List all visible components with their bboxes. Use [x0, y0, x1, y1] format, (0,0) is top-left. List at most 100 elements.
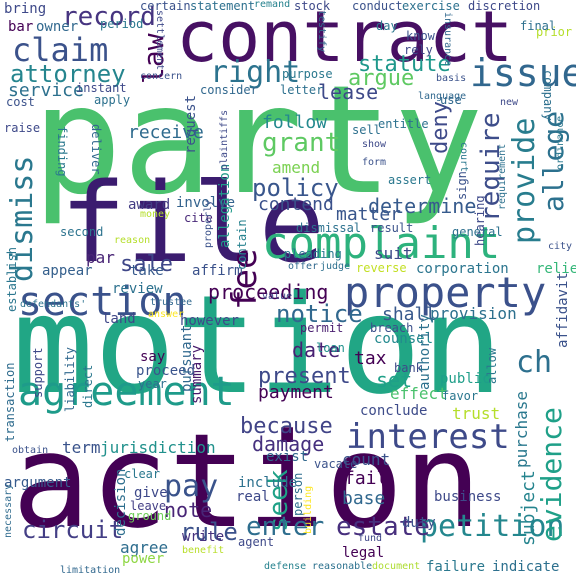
- word: necessary: [3, 483, 14, 538]
- word: section: [18, 279, 187, 325]
- word: proceed: [136, 363, 196, 379]
- word: enter: [246, 512, 325, 542]
- word: language: [418, 91, 467, 102]
- word: affirm: [192, 263, 243, 279]
- word: note: [164, 498, 213, 522]
- word: cite: [184, 211, 213, 225]
- word: shall: [382, 304, 437, 325]
- word: limitation: [60, 565, 121, 576]
- word: insurance: [442, 12, 453, 67]
- word: agent: [238, 535, 275, 549]
- word: reverse: [356, 261, 407, 275]
- word: defense: [264, 561, 307, 572]
- word: defendants': [20, 299, 87, 310]
- word: consider: [200, 83, 258, 97]
- word: allegation: [217, 163, 233, 248]
- word: authority: [417, 314, 433, 390]
- word: owner: [36, 19, 79, 35]
- word: basis: [436, 73, 467, 84]
- word: loan: [316, 341, 345, 355]
- word: duty: [402, 515, 436, 531]
- word: date: [292, 338, 341, 362]
- word: deliver: [89, 124, 103, 175]
- word: subject: [518, 470, 539, 546]
- word: deny: [428, 101, 453, 154]
- word: service: [8, 80, 84, 101]
- word: conclude: [360, 403, 428, 419]
- word: offer: [288, 261, 319, 272]
- word: answer: [148, 309, 185, 320]
- word: trustee: [150, 297, 193, 308]
- word: give: [134, 485, 168, 501]
- word: bank: [394, 361, 423, 375]
- word: building: [303, 485, 314, 534]
- word: par: [86, 248, 115, 267]
- word: court: [458, 142, 469, 173]
- word: follow: [262, 112, 328, 133]
- word: issue: [470, 51, 576, 95]
- word: entitle: [378, 117, 429, 131]
- word: finding: [55, 126, 69, 177]
- word: raise: [4, 121, 41, 135]
- word: relief: [536, 261, 576, 277]
- word: counsel: [374, 331, 434, 347]
- word: attorney: [10, 60, 126, 88]
- word: policy: [252, 174, 339, 202]
- word: payment: [258, 382, 334, 403]
- word: because: [240, 414, 333, 439]
- word: count: [342, 450, 391, 469]
- word: breach: [370, 321, 414, 335]
- word: provision: [430, 304, 517, 323]
- word: write: [182, 529, 225, 545]
- word: contract: [176, 0, 514, 78]
- word: present: [258, 364, 351, 389]
- word: discretion: [468, 0, 541, 13]
- word: business: [434, 489, 502, 505]
- word: requirement: [497, 143, 508, 210]
- word: grant: [262, 128, 341, 158]
- word: ch: [516, 345, 553, 380]
- word: transaction: [3, 362, 17, 442]
- word: notice: [276, 300, 363, 328]
- word: trust: [452, 404, 501, 423]
- word: jurisdiction: [100, 438, 216, 457]
- word: assert: [388, 173, 432, 187]
- word: record: [62, 2, 156, 32]
- word: properly: [203, 199, 214, 248]
- word: matter: [336, 204, 402, 225]
- word: pay: [164, 469, 219, 504]
- word: benefit: [182, 545, 225, 556]
- word: statement: [190, 0, 256, 13]
- word: rule: [180, 518, 238, 546]
- word: action: [12, 405, 482, 557]
- word: corporation: [416, 261, 509, 277]
- word: use: [440, 93, 462, 107]
- word: statute: [358, 52, 451, 77]
- word: power: [122, 551, 165, 567]
- word: contain: [235, 219, 249, 270]
- word: company: [541, 70, 555, 121]
- word: real: [236, 489, 270, 505]
- word: concern: [140, 71, 183, 82]
- word: right: [210, 55, 301, 90]
- word: allow: [485, 347, 499, 384]
- word: form: [362, 157, 387, 168]
- word: estate: [336, 512, 430, 542]
- word: general: [452, 225, 503, 239]
- word: determine: [368, 194, 477, 218]
- word: prior: [536, 25, 573, 39]
- word: lease: [318, 80, 379, 104]
- word: obtain: [12, 445, 49, 456]
- word: file: [60, 159, 325, 287]
- word: document: [372, 561, 421, 572]
- word: receive: [128, 122, 204, 143]
- word: dismissal: [296, 221, 362, 235]
- word: public: [440, 371, 491, 387]
- word: provide: [507, 117, 542, 244]
- word: sale: [120, 252, 173, 277]
- word: involve: [176, 195, 236, 211]
- word: take: [130, 263, 164, 279]
- word: claim: [12, 31, 109, 69]
- word: damage: [252, 432, 325, 456]
